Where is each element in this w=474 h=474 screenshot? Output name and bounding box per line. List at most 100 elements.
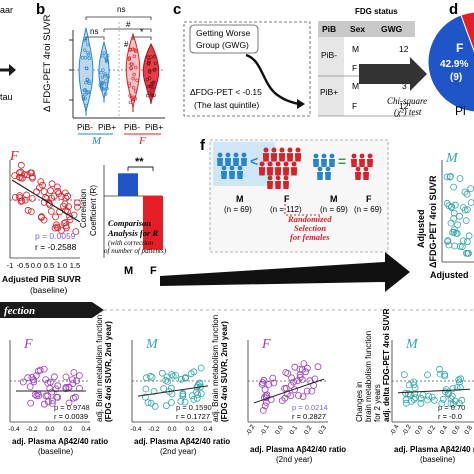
bottom-scatter-tick-label: 0.4: [81, 426, 90, 433]
right-scatter-point: [467, 185, 474, 192]
person-icon: [263, 147, 269, 153]
m2-label: M: [330, 194, 338, 204]
bar-note-2: Analysis for R: [107, 228, 158, 238]
scatter-f-point: [53, 223, 61, 231]
scatter-f-dots: [11, 161, 81, 236]
randomized-3: for females: [290, 232, 330, 242]
bottom-scatter-point: [287, 392, 295, 400]
bar-cat-m: M: [124, 265, 133, 277]
person-icon: [275, 175, 281, 181]
bottom-scatter-point: [439, 395, 447, 403]
bottom-scatter-point: [27, 399, 35, 407]
bottom-scatter-letter: F: [23, 337, 33, 352]
bottom-scatter-point: [436, 370, 444, 378]
bottom-scatter-tick-label: -0.2: [401, 423, 413, 437]
bottom-scatter-tick-label: -0.2: [245, 423, 257, 437]
person-icon-body: [262, 153, 270, 162]
bar-f: [143, 196, 163, 250]
pie-slices: [427, 11, 474, 113]
violin-dot: [127, 56, 132, 60]
bottom-scatter-point: [258, 380, 266, 388]
right-scatter-point: [443, 199, 451, 207]
panel-letter-f: f: [200, 137, 206, 154]
scatter-f-ticks: -1 -0.5 0.0 0.5 1.0 1.5: [7, 261, 81, 270]
bottom-scatter-x-sublabel: (baseline): [38, 447, 73, 456]
sig-star: *: [140, 27, 144, 37]
bottom-scatter-tick-label: 0.4: [203, 426, 212, 433]
bottom-scatter-point: [260, 376, 268, 384]
scatter-f-point: [48, 180, 56, 188]
bottom-scatter-point: [150, 387, 158, 395]
violin-dot: [86, 50, 90, 55]
person-icon: [283, 175, 289, 181]
right-scatter-point: [450, 226, 458, 234]
delta-threshold: ΔFDG-PET < -0.15: [190, 87, 262, 97]
bottom-scatter-point: [412, 394, 420, 402]
bottom-scatter-point: [68, 376, 76, 384]
bottom-scatter-point: [54, 382, 62, 390]
less-than-sign: <: [250, 153, 258, 169]
violin-dot: [84, 80, 88, 85]
violin-dot: [134, 65, 138, 70]
bracket-hash-top: [103, 28, 152, 32]
people-male-group: [217, 152, 247, 179]
bottom-scatter-y-label: adj. delta FDG-PET 4roi SUVR: [382, 308, 391, 422]
person-icon-body: [274, 167, 282, 176]
right-scatter-point: [448, 203, 456, 211]
f-n: (n = 112): [270, 205, 302, 214]
right-scatter-point: [446, 173, 454, 181]
bottom-scatter-point: [48, 388, 56, 396]
violin-dot: [101, 87, 106, 92]
bottom-scatter-point: [302, 368, 310, 376]
bottom-scatter-x-label: adj. Plasma Aβ42/40 ratio: [250, 445, 346, 454]
bottom-scatter-point: [283, 390, 291, 398]
violin-y-axis-label: Δ FDG-PET 4roi SUVR: [42, 14, 53, 112]
violin-dot: [131, 86, 136, 90]
bottom-scatter-point: [456, 383, 464, 391]
violin-dot: [86, 90, 90, 94]
person-icon-body: [233, 158, 239, 166]
bottom-scatter-tick-label: 0.3: [317, 424, 328, 436]
bottom-scatter-tick-label: 0.0: [45, 426, 54, 433]
sig-ns-left: ns: [90, 27, 98, 36]
person-icon: [295, 147, 301, 153]
right-scatter-point: [462, 217, 470, 225]
x-label-pibpos-f: PiB+: [145, 122, 163, 132]
violin-dot: [103, 92, 108, 96]
table-cell-sex: M: [352, 81, 359, 91]
section-title-tip: [92, 302, 104, 318]
bottom-scatter-tick-label: 0.2: [63, 426, 72, 433]
bottom-scatter-x-sublabel: (2nd year): [276, 455, 313, 464]
scatter-f-point: [23, 191, 30, 199]
right-scatter-dots: [443, 172, 474, 257]
table-cell-sex: M: [352, 44, 359, 54]
bottom-scatter-regression-line: [253, 378, 325, 404]
violin-dot: [100, 85, 104, 90]
panel-letter-c: c: [173, 1, 181, 18]
bottom-scatter-r-value: r = 0.2827: [292, 412, 326, 421]
violin-dot: [86, 53, 91, 57]
bottom-scatter-4: M Changes in brain metabolism function for …: [355, 308, 474, 464]
violin-dot: [86, 42, 90, 47]
bottom-scatter-point: [65, 399, 73, 407]
bottom-scatter-r-value: r = -0.0: [438, 412, 462, 421]
violin-dot: [127, 81, 131, 86]
bottom-scatter-point: [76, 372, 83, 380]
right-scatter-point: [456, 212, 464, 220]
panel-letter-d: d: [449, 1, 458, 18]
bottom-scatter-tick-label: -0.4: [389, 423, 401, 437]
bottom-scatter-point: [406, 390, 414, 398]
bottom-scatter-x-label: adj. Plasma Aβ42/40 ratio: [394, 445, 474, 454]
bracket-ns-top: [85, 16, 152, 20]
scatter-f-point: [37, 178, 45, 186]
scatter-f-point: [27, 208, 35, 216]
right-scatter-point: [465, 232, 473, 240]
violin-dot: [84, 66, 89, 70]
bottom-scatter-point: [40, 400, 48, 408]
scatter-f-letter: F: [9, 149, 19, 164]
scatter-f-point: [24, 206, 32, 214]
person-icon: [355, 166, 361, 172]
scatter-f-point: [66, 216, 74, 224]
violin-dot: [150, 94, 155, 98]
